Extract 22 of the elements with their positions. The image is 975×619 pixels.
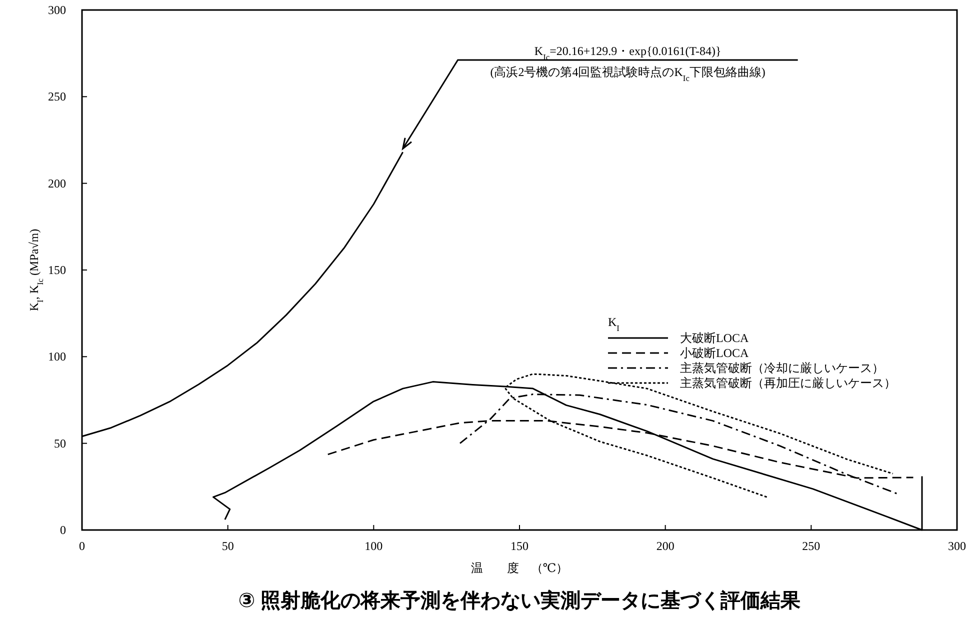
x-tick-label: 100 <box>364 539 383 553</box>
annotation: (高浜2号機の第4回監視試験時点のK$_{Ic}$下限包絡曲線) <box>490 65 766 82</box>
x-tick-label: 0 <box>79 539 85 553</box>
legend-title: K$_{I}$ <box>608 315 620 332</box>
x-tick-label: 150 <box>510 539 528 553</box>
x-axis-title: 温 度 （℃） <box>470 561 568 575</box>
text: ③ 照射脆化の将来予測を伴わない実測データに基づく評価結果 <box>238 589 802 612</box>
y-tick-label: 300 <box>48 3 66 17</box>
x-tick-label: 250 <box>802 539 820 553</box>
y-tick-label: 0 <box>60 523 66 537</box>
legend-label: 大破断LOCA <box>680 331 749 345</box>
y-tick-label: 200 <box>48 176 66 190</box>
x-tick-label: 300 <box>948 539 966 553</box>
legend-label: 主蒸気管破断（冷却に厳しいケース） <box>680 361 884 375</box>
y-tick-label: 250 <box>48 90 66 104</box>
x-tick-label: 50 <box>222 539 234 553</box>
y-tick-label: 150 <box>48 263 66 277</box>
x-tick-label: 200 <box>656 539 674 553</box>
y-tick-label: 100 <box>48 350 66 364</box>
legend-label: 主蒸気管破断（再加圧に厳しいケース） <box>680 376 896 390</box>
y-tick-label: 50 <box>54 436 66 450</box>
legend-label: 小破断LOCA <box>680 346 749 360</box>
